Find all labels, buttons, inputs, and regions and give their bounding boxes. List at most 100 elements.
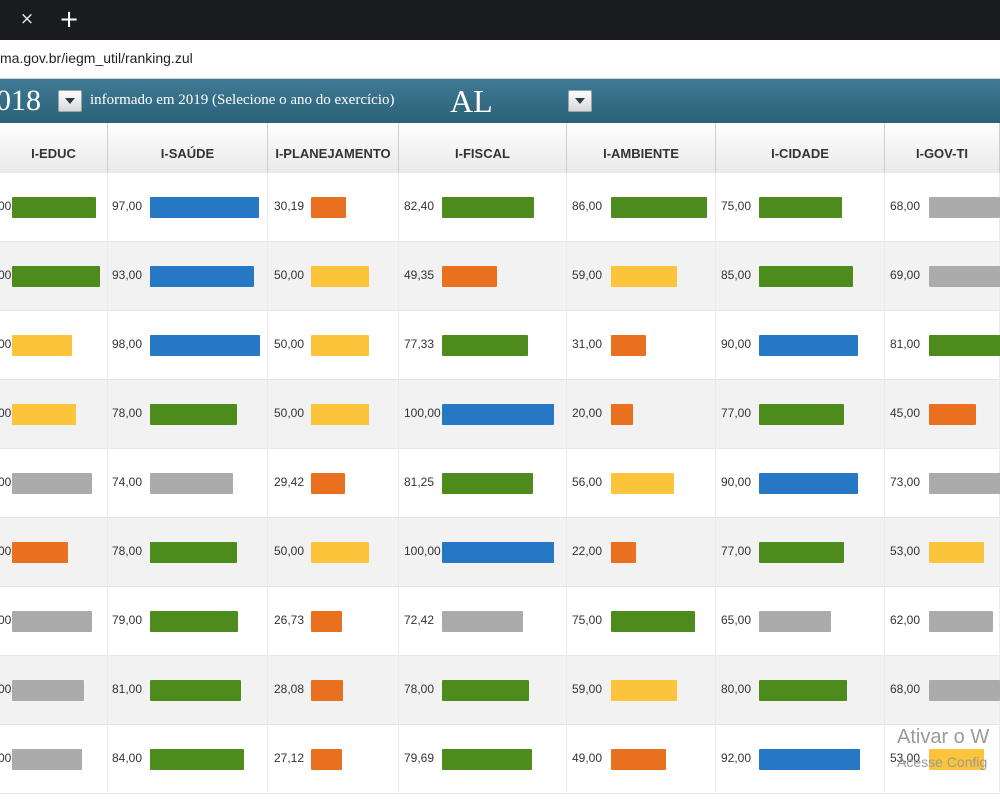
column-header[interactable]: I-EDUC <box>0 123 108 173</box>
table-row[interactable]: 00 81,00 28,08 78,00 59,00 80,00 68,00 <box>0 656 1000 725</box>
column-header[interactable]: I-AMBIENTE <box>567 123 716 173</box>
score-cell: 97,00 <box>108 173 268 242</box>
column-header[interactable]: I-CIDADE <box>716 123 885 173</box>
score-bar <box>929 611 993 632</box>
score-bar <box>12 197 96 218</box>
state-dropdown-button[interactable] <box>568 90 592 112</box>
score-value: 30,19 <box>274 199 305 213</box>
score-cell: 00 <box>0 725 108 794</box>
score-value: 45,00 <box>890 406 921 420</box>
score-cell: 79,00 <box>108 587 268 656</box>
table-row[interactable]: 00 74,00 29,42 81,25 56,00 90,00 73,00 <box>0 449 1000 518</box>
score-bar <box>311 266 369 287</box>
score-cell: 75,00 <box>567 587 716 656</box>
score-bar <box>311 749 342 770</box>
chevron-down-icon <box>65 98 75 104</box>
column-header[interactable]: I-FISCAL <box>399 123 567 173</box>
score-value: 75,00 <box>572 613 603 627</box>
table-header: I-EDUC I-SAÚDE I-PLANEJAMENTO I-FISCAL I-AMB… <box>0 123 1000 174</box>
score-value: 62,00 <box>890 613 921 627</box>
new-tab-icon[interactable]: + <box>58 5 80 33</box>
table-row[interactable]: 00 93,00 50,00 49,35 59,00 85,00 69,00 <box>0 242 1000 311</box>
score-cell: 84,00 <box>108 725 268 794</box>
score-bar <box>150 266 254 287</box>
score-bar <box>12 266 100 287</box>
table-row[interactable]: 00 98,00 50,00 77,33 31,00 90,00 81,00 <box>0 311 1000 380</box>
score-value: 00 <box>0 682 12 696</box>
chevron-down-icon <box>575 98 585 104</box>
column-header[interactable]: I-SAÚDE <box>108 123 268 173</box>
score-value: 79,69 <box>404 751 435 765</box>
score-value: 20,00 <box>572 406 603 420</box>
column-header[interactable]: I-PLANEJAMENTO <box>268 123 399 173</box>
score-bar <box>150 404 237 425</box>
score-value: 69,00 <box>890 268 921 282</box>
score-value: 56,00 <box>572 475 603 489</box>
address-bar[interactable]: ma.gov.br/iegm_util/ranking.zul <box>0 40 1000 79</box>
score-cell: 00 <box>0 242 108 311</box>
score-bar <box>442 473 533 494</box>
table-row[interactable]: 00 84,00 27,12 79,69 49,00 92,00 53,00 <box>0 725 1000 794</box>
score-value: 80,00 <box>721 682 752 696</box>
score-bar <box>929 266 1000 287</box>
score-value: 53,00 <box>890 751 921 765</box>
score-cell: 56,00 <box>567 449 716 518</box>
score-cell: 77,00 <box>716 518 885 587</box>
score-cell: 27,12 <box>268 725 399 794</box>
score-value: 50,00 <box>274 544 305 558</box>
score-bar <box>442 197 534 218</box>
score-bar <box>442 266 497 287</box>
score-cell: 100,00 <box>399 380 567 449</box>
table-row[interactable]: 00 79,00 26,73 72,42 75,00 65,00 62,00 <box>0 587 1000 656</box>
state-label: AL <box>450 83 493 119</box>
table-row[interactable]: 00 97,00 30,19 82,40 86,00 75,00 68,00 <box>0 173 1000 242</box>
score-bar <box>759 266 853 287</box>
score-bar <box>150 680 241 701</box>
score-bar <box>311 611 342 632</box>
windows-activation-watermark: Ativar o W <box>897 726 990 748</box>
score-bar <box>611 680 677 701</box>
score-cell: 53,00 <box>885 518 1000 587</box>
score-value: 98,00 <box>112 337 143 351</box>
close-tab-icon[interactable]: × <box>19 9 35 29</box>
score-value: 26,73 <box>274 613 305 627</box>
score-value: 90,00 <box>721 337 752 351</box>
year-dropdown-button[interactable] <box>58 90 82 112</box>
table-row[interactable]: 00 78,00 50,00 100,00 20,00 77,00 45,00 <box>0 380 1000 449</box>
score-value: 50,00 <box>274 337 305 351</box>
score-bar <box>12 473 92 494</box>
score-value: 65,00 <box>721 613 752 627</box>
score-bar <box>150 197 259 218</box>
score-value: 68,00 <box>890 682 921 696</box>
score-cell: 50,00 <box>268 380 399 449</box>
score-cell: 90,00 <box>716 449 885 518</box>
score-cell: 45,00 <box>885 380 1000 449</box>
score-bar <box>611 473 674 494</box>
score-cell: 77,33 <box>399 311 567 380</box>
score-bar <box>929 197 1000 218</box>
url-text[interactable]: ma.gov.br/iegm_util/ranking.zul <box>0 50 193 66</box>
column-header[interactable]: I-GOV-TI <box>885 123 1000 173</box>
score-bar <box>611 335 646 356</box>
score-value: 50,00 <box>274 406 305 420</box>
score-value: 74,00 <box>112 475 143 489</box>
score-bar <box>442 404 554 425</box>
score-cell: 73,00 <box>885 449 1000 518</box>
score-value: 79,00 <box>112 613 143 627</box>
score-cell: 69,00 <box>885 242 1000 311</box>
table-row[interactable]: 00 78,00 50,00 100,00 22,00 77,00 53,00 <box>0 518 1000 587</box>
score-cell: 81,00 <box>108 656 268 725</box>
score-cell: 90,00 <box>716 311 885 380</box>
score-value: 100,00 <box>404 406 441 420</box>
score-cell: 22,00 <box>567 518 716 587</box>
score-bar <box>311 335 369 356</box>
score-value: 00 <box>0 199 12 213</box>
score-cell: 85,00 <box>716 242 885 311</box>
score-value: 00 <box>0 337 12 351</box>
score-value: 86,00 <box>572 199 603 213</box>
filter-banner: 018 informado em 2019 (Selecione o ano d… <box>0 79 1000 123</box>
score-cell: 78,00 <box>399 656 567 725</box>
score-cell: 62,00 <box>885 587 1000 656</box>
score-cell: 86,00 <box>567 173 716 242</box>
score-bar <box>12 749 82 770</box>
